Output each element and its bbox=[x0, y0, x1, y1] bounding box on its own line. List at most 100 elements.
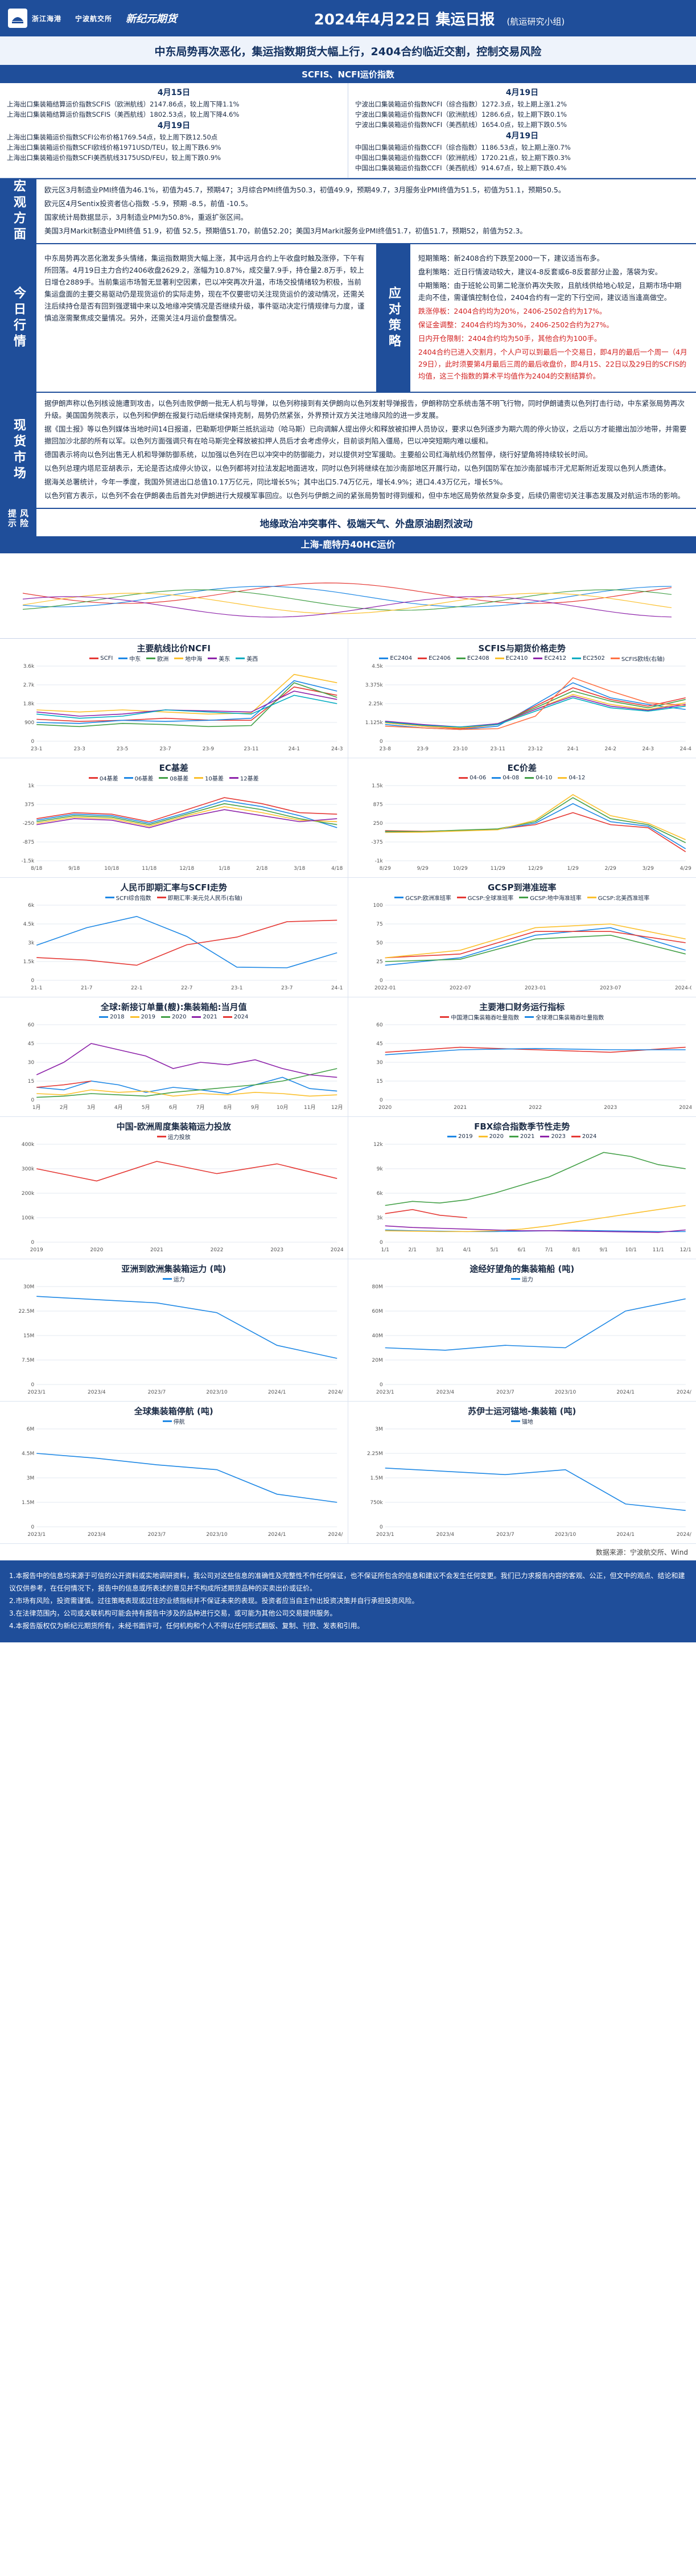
legend-swatch bbox=[118, 657, 128, 659]
macro-paragraph: 欧元区4月Sentix投资者信心指数 -5.9，预期 -8.5，前值 -10.5… bbox=[44, 199, 253, 208]
x-tick-label: 2020 bbox=[378, 1105, 392, 1111]
x-tick-label: 23-11 bbox=[490, 746, 505, 752]
legend-label: 2018 bbox=[110, 1013, 125, 1020]
macro-paragraph: 美国3月Markit制造业PMI终值 51.9，初值 52.5，预期值51.70… bbox=[44, 227, 527, 235]
chart-svg: 0 15 30 45 60 2020 2021 2022 2023 2024 bbox=[376, 1022, 691, 1111]
y-tick-label: 300k bbox=[22, 1166, 35, 1172]
y-tick-label: 3M bbox=[27, 1476, 35, 1481]
x-tick-label: 1/18 bbox=[219, 866, 230, 872]
legend-swatch bbox=[192, 1016, 201, 1018]
x-tick-label: 7/1 bbox=[545, 1247, 553, 1253]
chart-svg: 0 15 30 45 60 1月 2月 3月 4月 5月 6月 7月 8月 9月 10月 11月 12月 bbox=[28, 1022, 343, 1111]
x-tick-label: 10/29 bbox=[452, 866, 467, 872]
y-tick-label: 1.5M bbox=[22, 1500, 34, 1506]
chart-legend: 锚地 bbox=[353, 1416, 692, 1425]
chart-panel: 人民币即期汇率与SCFI走势 SCFI综合指数 即期汇率:美元兑人民币(右轴) 0 1.… bbox=[0, 878, 348, 997]
market-paragraph: 以色列官方表示，以色列不会在伊朗袭击后首先对伊朗进行大规模军事回应。以色列与伊朗… bbox=[44, 491, 685, 500]
x-tick-label: 1/1 bbox=[381, 1247, 389, 1253]
series-line bbox=[36, 673, 337, 715]
market-paragraph: 据海关总署统计，今年一季度，我国外贸进出口总值10.17万亿元，同比增长5%；其… bbox=[44, 478, 507, 486]
legend-item: 2023 bbox=[540, 1132, 566, 1141]
legend-item: 全球港口集装箱吞吐量指数 bbox=[525, 1012, 604, 1021]
series-line bbox=[36, 1453, 337, 1503]
x-tick-label: 24-1 bbox=[567, 746, 578, 752]
y-tick-label: 3k bbox=[376, 1215, 383, 1221]
chart-legend: 运力投放 bbox=[5, 1132, 343, 1141]
legend-swatch bbox=[533, 657, 543, 659]
legend-label: GCSP:地中海准班率 bbox=[530, 895, 582, 902]
brand-logo: 新纪元期货 bbox=[126, 13, 178, 25]
x-tick-label: 12/1 bbox=[679, 1247, 691, 1253]
y-tick-label: 100 bbox=[373, 903, 382, 909]
chart-svg: 0 900 1.8k 2.7k 3.6k 23-1 23-3 23-5 23-7 23-9 23-1… bbox=[23, 664, 343, 752]
y-tick-label: 0 bbox=[380, 739, 383, 745]
legend-swatch bbox=[509, 1135, 519, 1137]
y-tick-label: 0 bbox=[380, 1098, 383, 1103]
legend-label: 锚地 bbox=[521, 1419, 533, 1425]
series-line bbox=[36, 809, 337, 828]
chart-svg: -1.5k -875 -250 375 1k 8/18 9/18 10/18 11/18 12/1… bbox=[21, 783, 343, 872]
x-tick-label: 2月 bbox=[60, 1104, 68, 1111]
wide-chart-title: 上海-鹿特丹40HC运价 bbox=[0, 536, 696, 553]
market-paragraph: 德国表示将向以色列出售无人机和导弹防御系统，以加强以色列在巴以冲突中的防御能力，… bbox=[44, 450, 592, 459]
y-tick-label: 45 bbox=[28, 1041, 34, 1047]
legend-item: 2021 bbox=[192, 1012, 217, 1021]
x-tick-label: 23-10 bbox=[452, 746, 467, 752]
x-tick-label: 2023/7 bbox=[148, 1532, 166, 1538]
legend-item: GCSP:地中海准班率 bbox=[519, 893, 582, 902]
legend-label: 08基差 bbox=[170, 775, 189, 782]
y-tick-label: 1k bbox=[28, 783, 35, 789]
y-tick-label: 30 bbox=[28, 1060, 35, 1066]
x-tick-label: 23-1 bbox=[231, 985, 242, 991]
chart-legend: 2019 2020 2021 2023 2024 bbox=[353, 1132, 692, 1141]
legend-item: 中东 bbox=[118, 654, 141, 663]
legend-swatch bbox=[510, 1277, 520, 1280]
risk-section: 风险提示 地缘政治冲突事件、极端天气、外盘原油剧烈波动 bbox=[0, 508, 696, 536]
chart-legend: EC2404 EC2406 EC2408 EC2410 EC2412 EC2502 SCFI… bbox=[353, 654, 692, 663]
x-tick-label: 8/1 bbox=[572, 1247, 580, 1253]
strategy-item: 盘利策略：近日行情波动较大，建议4-8反套或6-8反套部分止盈，落袋为安。 bbox=[418, 268, 662, 276]
legend-item: 04-10 bbox=[525, 773, 552, 782]
chart-panel: EC基差 04基差 06基差 08基差 10基差 12基差 -1.5k -875 -250 375… bbox=[0, 758, 348, 878]
series-line bbox=[385, 1209, 467, 1218]
date-tag: 4月19日 bbox=[505, 88, 539, 97]
x-tick-label: 9月 bbox=[251, 1104, 260, 1111]
report-subtitle: (航运研究小组) bbox=[506, 16, 565, 27]
legend-label: 2019 bbox=[141, 1013, 156, 1020]
x-tick-label: 23-8 bbox=[379, 746, 391, 752]
series-line bbox=[36, 695, 337, 719]
x-tick-label: 3月 bbox=[87, 1104, 96, 1111]
chart-panel: GCSP到港准班率 GCSP:欧洲准班率 GCSP:全球准班率 GCSP:地中海准班率… bbox=[348, 878, 696, 997]
chart-panel: 全球:新接订单量(艘):集装箱船:当月值 2018 2019 2020 2021 2024… bbox=[0, 997, 348, 1117]
legend-label: 即期汇率:美元兑人民币(右轴) bbox=[167, 895, 242, 902]
chart-svg: 0 1.5M 3M 4.5M 6M 2023/1 2023/4 2023/7 2023/10 20… bbox=[22, 1427, 343, 1538]
y-tick-label: 60 bbox=[28, 1022, 35, 1028]
legend-item: 2024 bbox=[571, 1132, 596, 1141]
risk-text: 地缘政治冲突事件、极端天气、外盘原油剧烈波动 bbox=[260, 518, 473, 530]
legend-swatch bbox=[495, 657, 504, 659]
x-tick-label: 2024/4 bbox=[676, 1390, 691, 1395]
x-tick-label: 8月 bbox=[224, 1104, 232, 1111]
x-tick-label: 2021 bbox=[454, 1105, 467, 1111]
x-tick-label: 2024/4 bbox=[328, 1390, 343, 1395]
y-tick-label: 0 bbox=[31, 1098, 35, 1103]
chart-title: SCFIS与期货价格走势 bbox=[478, 643, 566, 654]
y-tick-label: 3k bbox=[28, 940, 35, 946]
legend-item: 2020 bbox=[161, 1012, 186, 1021]
x-tick-label: 3/18 bbox=[294, 866, 305, 872]
x-tick-label: 2024/4 bbox=[676, 1532, 691, 1538]
legend-item: EC2406 bbox=[418, 654, 451, 663]
legend-label: 2023 bbox=[551, 1133, 566, 1140]
legend-item: 2024 bbox=[223, 1012, 248, 1021]
x-tick-label: 10/1 bbox=[625, 1247, 636, 1253]
legend-swatch bbox=[229, 777, 238, 779]
y-tick-label: 400k bbox=[22, 1142, 35, 1148]
series-line bbox=[36, 806, 337, 827]
x-tick-label: 2024/1 bbox=[268, 1390, 286, 1395]
x-tick-label: 2023/7 bbox=[496, 1532, 514, 1538]
y-tick-label: 0 bbox=[380, 978, 383, 984]
legend-label: 06基差 bbox=[134, 775, 154, 782]
index-line: 中国出口集装箱运价指数CCFI（综合指数）1186.53点，较上期上涨0.7% bbox=[355, 143, 571, 151]
chart-title: 全球:新接订单量(艘):集装箱船:当月值 bbox=[100, 1002, 247, 1012]
index-left-column: 4月15日 上海出口集装箱结算运价指数SCFIS（欧洲航线）2147.86点，较… bbox=[0, 83, 348, 178]
